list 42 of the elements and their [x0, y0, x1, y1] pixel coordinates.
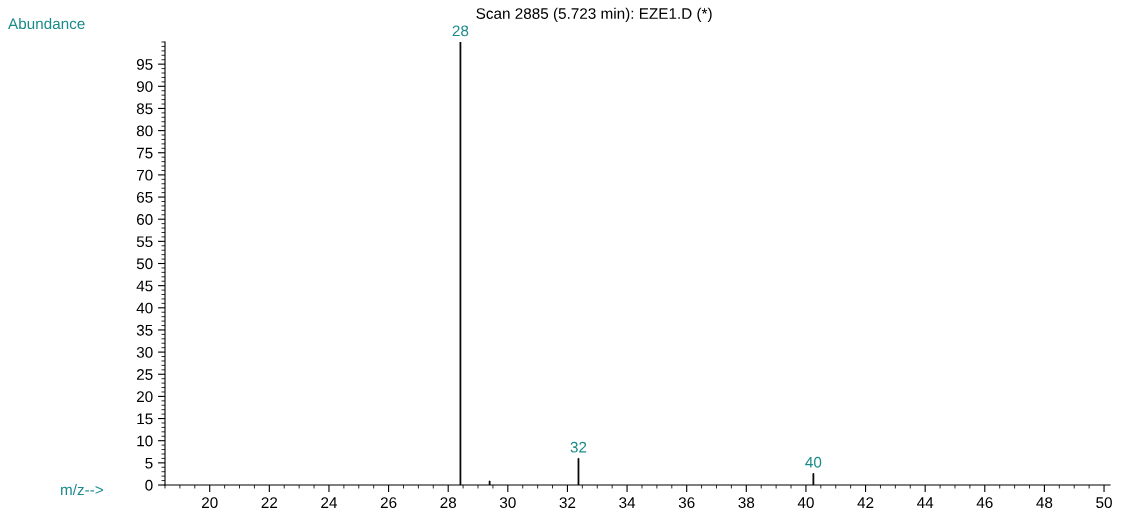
x-tick-label: 46 — [976, 497, 993, 509]
x-tick-label: 50 — [1096, 497, 1112, 509]
y-tick-label: 40 — [136, 302, 153, 314]
y-tick-label: 90 — [136, 81, 153, 92]
x-tick-label: 38 — [738, 497, 755, 509]
annotation: 28 — [452, 25, 469, 37]
x-axis-title: m/z--> — [61, 483, 103, 496]
y-tick-label: 5 — [145, 457, 153, 469]
y-tick-label: 25 — [136, 369, 153, 380]
x-tick-label: 44 — [917, 497, 934, 508]
x-tick-label: 34 — [619, 497, 636, 509]
x-tick-label: 20 — [201, 497, 218, 509]
y-tick-label: 45 — [136, 280, 153, 292]
chart-title: Scan 2885 (5.723 min): EZE1.D (*) — [476, 7, 712, 22]
y-tick-label: 35 — [136, 324, 153, 336]
y-axis-title: Abundance — [8, 17, 85, 30]
y-tick-label: 0 — [145, 479, 153, 491]
y-tick-label: 20 — [136, 391, 153, 403]
y-tick-label: 60 — [136, 214, 153, 225]
y-tick-label: 30 — [136, 346, 153, 358]
y-tick-label: 65 — [136, 191, 153, 203]
annotation: 40 — [805, 456, 822, 468]
x-tick-label: 42 — [857, 497, 874, 508]
y-tick-label: 55 — [136, 236, 153, 248]
y-tick-label: 75 — [136, 147, 153, 159]
x-tick-label: 32 — [559, 497, 576, 509]
x-tick-label: 22 — [261, 497, 278, 508]
x-tick-label: 30 — [499, 497, 516, 509]
x-tick-label: 26 — [380, 497, 397, 509]
x-tick-label: 40 — [797, 497, 814, 509]
y-tick-label: 95 — [136, 59, 153, 70]
x-tick-label: 48 — [1036, 497, 1053, 509]
y-tick-label: 50 — [136, 258, 153, 270]
y-tick-label: 70 — [136, 169, 153, 181]
y-tick-label: 80 — [136, 125, 153, 137]
annotation: 32 — [570, 441, 587, 453]
y-tick-label: 10 — [137, 435, 153, 447]
x-tick-label: 24 — [321, 497, 338, 508]
y-tick-label: 15 — [137, 413, 153, 425]
y-tick-label: 85 — [136, 103, 153, 115]
x-tick-label: 36 — [678, 497, 695, 509]
x-tick-label: 28 — [440, 497, 457, 509]
